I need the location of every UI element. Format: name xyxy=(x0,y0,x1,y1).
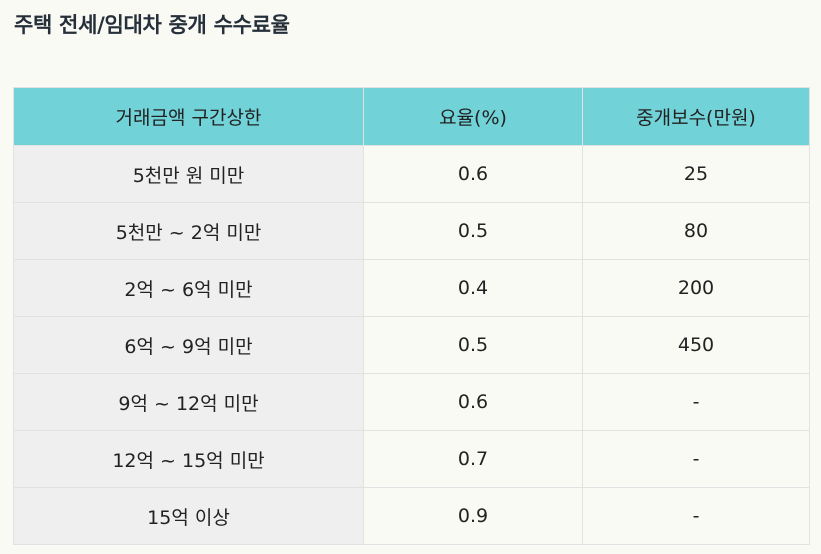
cell-rate: 0.7 xyxy=(363,430,583,488)
table-header-row: 거래금액 구간상한 요율(%) 중개보수(만원) xyxy=(13,87,810,146)
cell-price-range: 5천만 ~ 2억 미만 xyxy=(13,202,364,260)
cell-price-range: 2억 ~ 6억 미만 xyxy=(13,259,364,317)
table-row: 15억 이상 0.9 - xyxy=(13,487,810,545)
cell-fee: 80 xyxy=(582,202,810,260)
cell-price-range: 15억 이상 xyxy=(13,487,364,545)
page-title: 주택 전세/임대차 중개 수수료율 xyxy=(14,13,290,37)
fee-rate-table: 거래금액 구간상한 요율(%) 중개보수(만원) 5천만 원 미만 0.6 25… xyxy=(13,87,810,545)
cell-fee: - xyxy=(582,487,810,545)
cell-price-range: 12억 ~ 15억 미만 xyxy=(13,430,364,488)
cell-rate: 0.4 xyxy=(363,259,583,317)
table-row: 2억 ~ 6억 미만 0.4 200 xyxy=(13,259,810,317)
cell-fee: 450 xyxy=(582,316,810,374)
table-row: 6억 ~ 9억 미만 0.5 450 xyxy=(13,316,810,374)
header-price-range: 거래금액 구간상한 xyxy=(13,87,364,146)
cell-rate: 0.9 xyxy=(363,487,583,545)
cell-rate: 0.6 xyxy=(363,145,583,203)
table-row: 5천만 원 미만 0.6 25 xyxy=(13,145,810,203)
cell-fee: 200 xyxy=(582,259,810,317)
cell-fee: - xyxy=(582,373,810,431)
cell-rate: 0.5 xyxy=(363,316,583,374)
header-rate: 요율(%) xyxy=(363,87,583,146)
cell-rate: 0.5 xyxy=(363,202,583,260)
cell-rate: 0.6 xyxy=(363,373,583,431)
table-row: 12억 ~ 15억 미만 0.7 - xyxy=(13,430,810,488)
cell-fee: - xyxy=(582,430,810,488)
header-fee: 중개보수(만원) xyxy=(582,87,810,146)
cell-price-range: 9억 ~ 12억 미만 xyxy=(13,373,364,431)
table-row: 9억 ~ 12억 미만 0.6 - xyxy=(13,373,810,431)
cell-price-range: 6억 ~ 9억 미만 xyxy=(13,316,364,374)
table-row: 5천만 ~ 2억 미만 0.5 80 xyxy=(13,202,810,260)
cell-price-range: 5천만 원 미만 xyxy=(13,145,364,203)
cell-fee: 25 xyxy=(582,145,810,203)
